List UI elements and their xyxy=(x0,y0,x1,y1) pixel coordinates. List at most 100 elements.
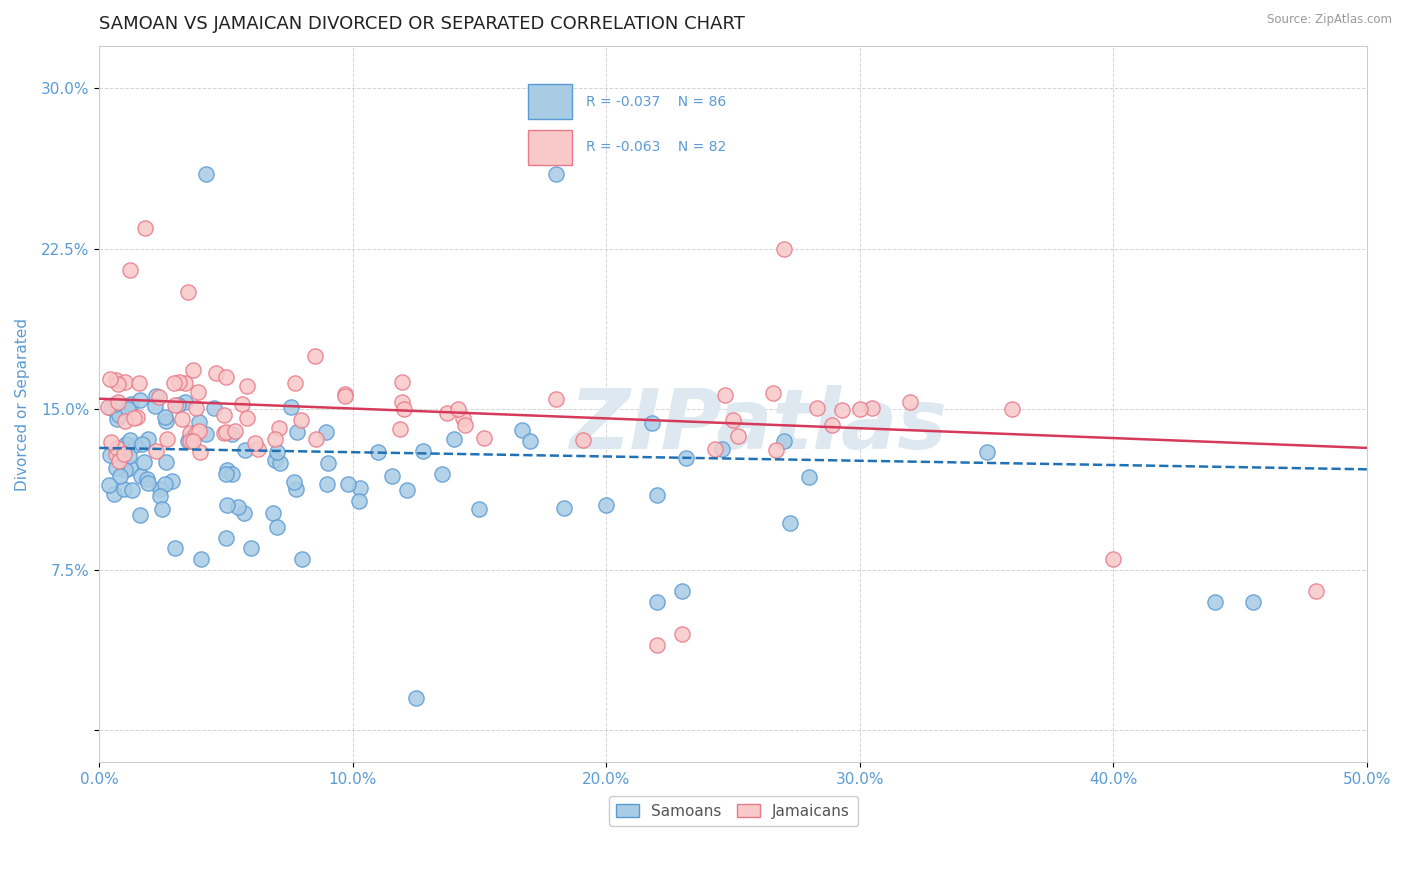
Point xyxy=(645,595,668,609)
Point xyxy=(391,395,413,409)
Point xyxy=(165,541,187,556)
Point xyxy=(233,442,256,457)
Point xyxy=(127,409,149,424)
Point xyxy=(179,431,201,445)
Point xyxy=(163,376,186,391)
Point xyxy=(149,482,172,496)
Point xyxy=(315,425,337,439)
Point xyxy=(395,483,418,497)
Point xyxy=(149,489,172,503)
Point xyxy=(772,434,794,449)
Point xyxy=(381,469,404,483)
Point xyxy=(153,410,176,425)
Point xyxy=(831,403,853,417)
Point xyxy=(316,477,339,491)
Point xyxy=(860,401,883,415)
Point xyxy=(349,481,371,495)
Point xyxy=(266,520,288,534)
Point xyxy=(519,434,541,449)
Point xyxy=(167,375,190,389)
Point xyxy=(100,435,122,450)
Point xyxy=(976,445,998,459)
Point xyxy=(179,425,201,440)
Point xyxy=(177,285,200,299)
Point xyxy=(443,433,465,447)
Point xyxy=(134,220,156,235)
Point xyxy=(105,373,128,387)
Point xyxy=(134,455,156,469)
Point xyxy=(100,401,122,415)
Point xyxy=(447,401,470,416)
Point xyxy=(806,401,828,416)
Point xyxy=(105,412,128,426)
Point xyxy=(436,406,458,420)
Point xyxy=(148,390,170,404)
Point xyxy=(155,414,177,428)
Point xyxy=(97,478,120,492)
Point xyxy=(143,399,166,413)
Point xyxy=(451,410,474,425)
Point xyxy=(112,442,135,456)
Point xyxy=(262,506,284,520)
Point xyxy=(645,488,668,502)
Point xyxy=(333,386,356,401)
Point xyxy=(173,376,195,391)
Point xyxy=(1204,595,1226,609)
Point xyxy=(572,433,595,447)
Point xyxy=(118,263,141,277)
Point xyxy=(97,400,120,414)
Point xyxy=(1241,595,1264,609)
Point xyxy=(280,401,302,415)
Point xyxy=(118,433,141,447)
Point xyxy=(112,482,135,496)
Point xyxy=(283,475,305,489)
Point xyxy=(510,423,533,437)
Point xyxy=(190,445,212,459)
Point xyxy=(214,425,236,439)
Point xyxy=(264,433,287,447)
Text: Source: ZipAtlas.com: Source: ZipAtlas.com xyxy=(1267,13,1392,27)
Point xyxy=(114,463,136,477)
Point xyxy=(544,392,567,406)
Point xyxy=(174,395,197,409)
Point xyxy=(177,434,200,449)
Point xyxy=(290,413,312,427)
Point xyxy=(150,502,173,516)
Y-axis label: Divorced or Separated: Divorced or Separated xyxy=(15,318,30,491)
Point xyxy=(714,387,737,401)
Point xyxy=(184,425,207,440)
Point xyxy=(188,415,211,429)
Point xyxy=(138,432,160,446)
Point xyxy=(779,516,801,531)
Text: SAMOAN VS JAMAICAN DIVORCED OR SEPARATED CORRELATION CHART: SAMOAN VS JAMAICAN DIVORCED OR SEPARATED… xyxy=(100,15,745,33)
Point xyxy=(160,475,183,489)
Point xyxy=(124,438,146,452)
Point xyxy=(266,445,288,459)
Point xyxy=(232,506,254,520)
Point xyxy=(179,434,201,448)
Point xyxy=(215,531,238,545)
Point xyxy=(898,395,921,409)
Point xyxy=(236,411,259,425)
Point xyxy=(711,442,734,456)
Point xyxy=(727,428,749,442)
Point xyxy=(115,437,138,451)
Point xyxy=(645,638,668,652)
Point xyxy=(114,414,136,428)
Point xyxy=(821,418,844,433)
Text: ZIPatlas: ZIPatlas xyxy=(569,385,948,466)
Point xyxy=(799,469,821,483)
Point xyxy=(184,401,207,415)
Point xyxy=(163,398,186,412)
Point xyxy=(388,422,411,436)
Point xyxy=(118,461,141,475)
Point xyxy=(170,412,193,426)
Point xyxy=(675,451,697,466)
Point xyxy=(194,167,217,181)
Point xyxy=(405,691,427,706)
Point xyxy=(367,445,389,459)
Point xyxy=(245,436,267,450)
Point xyxy=(849,402,872,417)
Point xyxy=(187,385,209,400)
Point xyxy=(105,441,128,455)
